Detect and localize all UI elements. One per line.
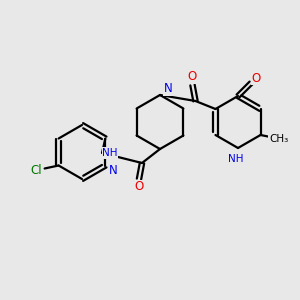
Text: Cl: Cl	[31, 164, 42, 177]
Text: CH₃: CH₃	[269, 134, 288, 144]
Text: N: N	[109, 164, 118, 177]
Text: O: O	[134, 181, 144, 194]
Text: NH: NH	[228, 154, 244, 164]
Text: O: O	[251, 71, 261, 85]
Text: O: O	[188, 70, 197, 83]
Text: N: N	[164, 82, 172, 95]
Text: NH: NH	[102, 148, 118, 158]
